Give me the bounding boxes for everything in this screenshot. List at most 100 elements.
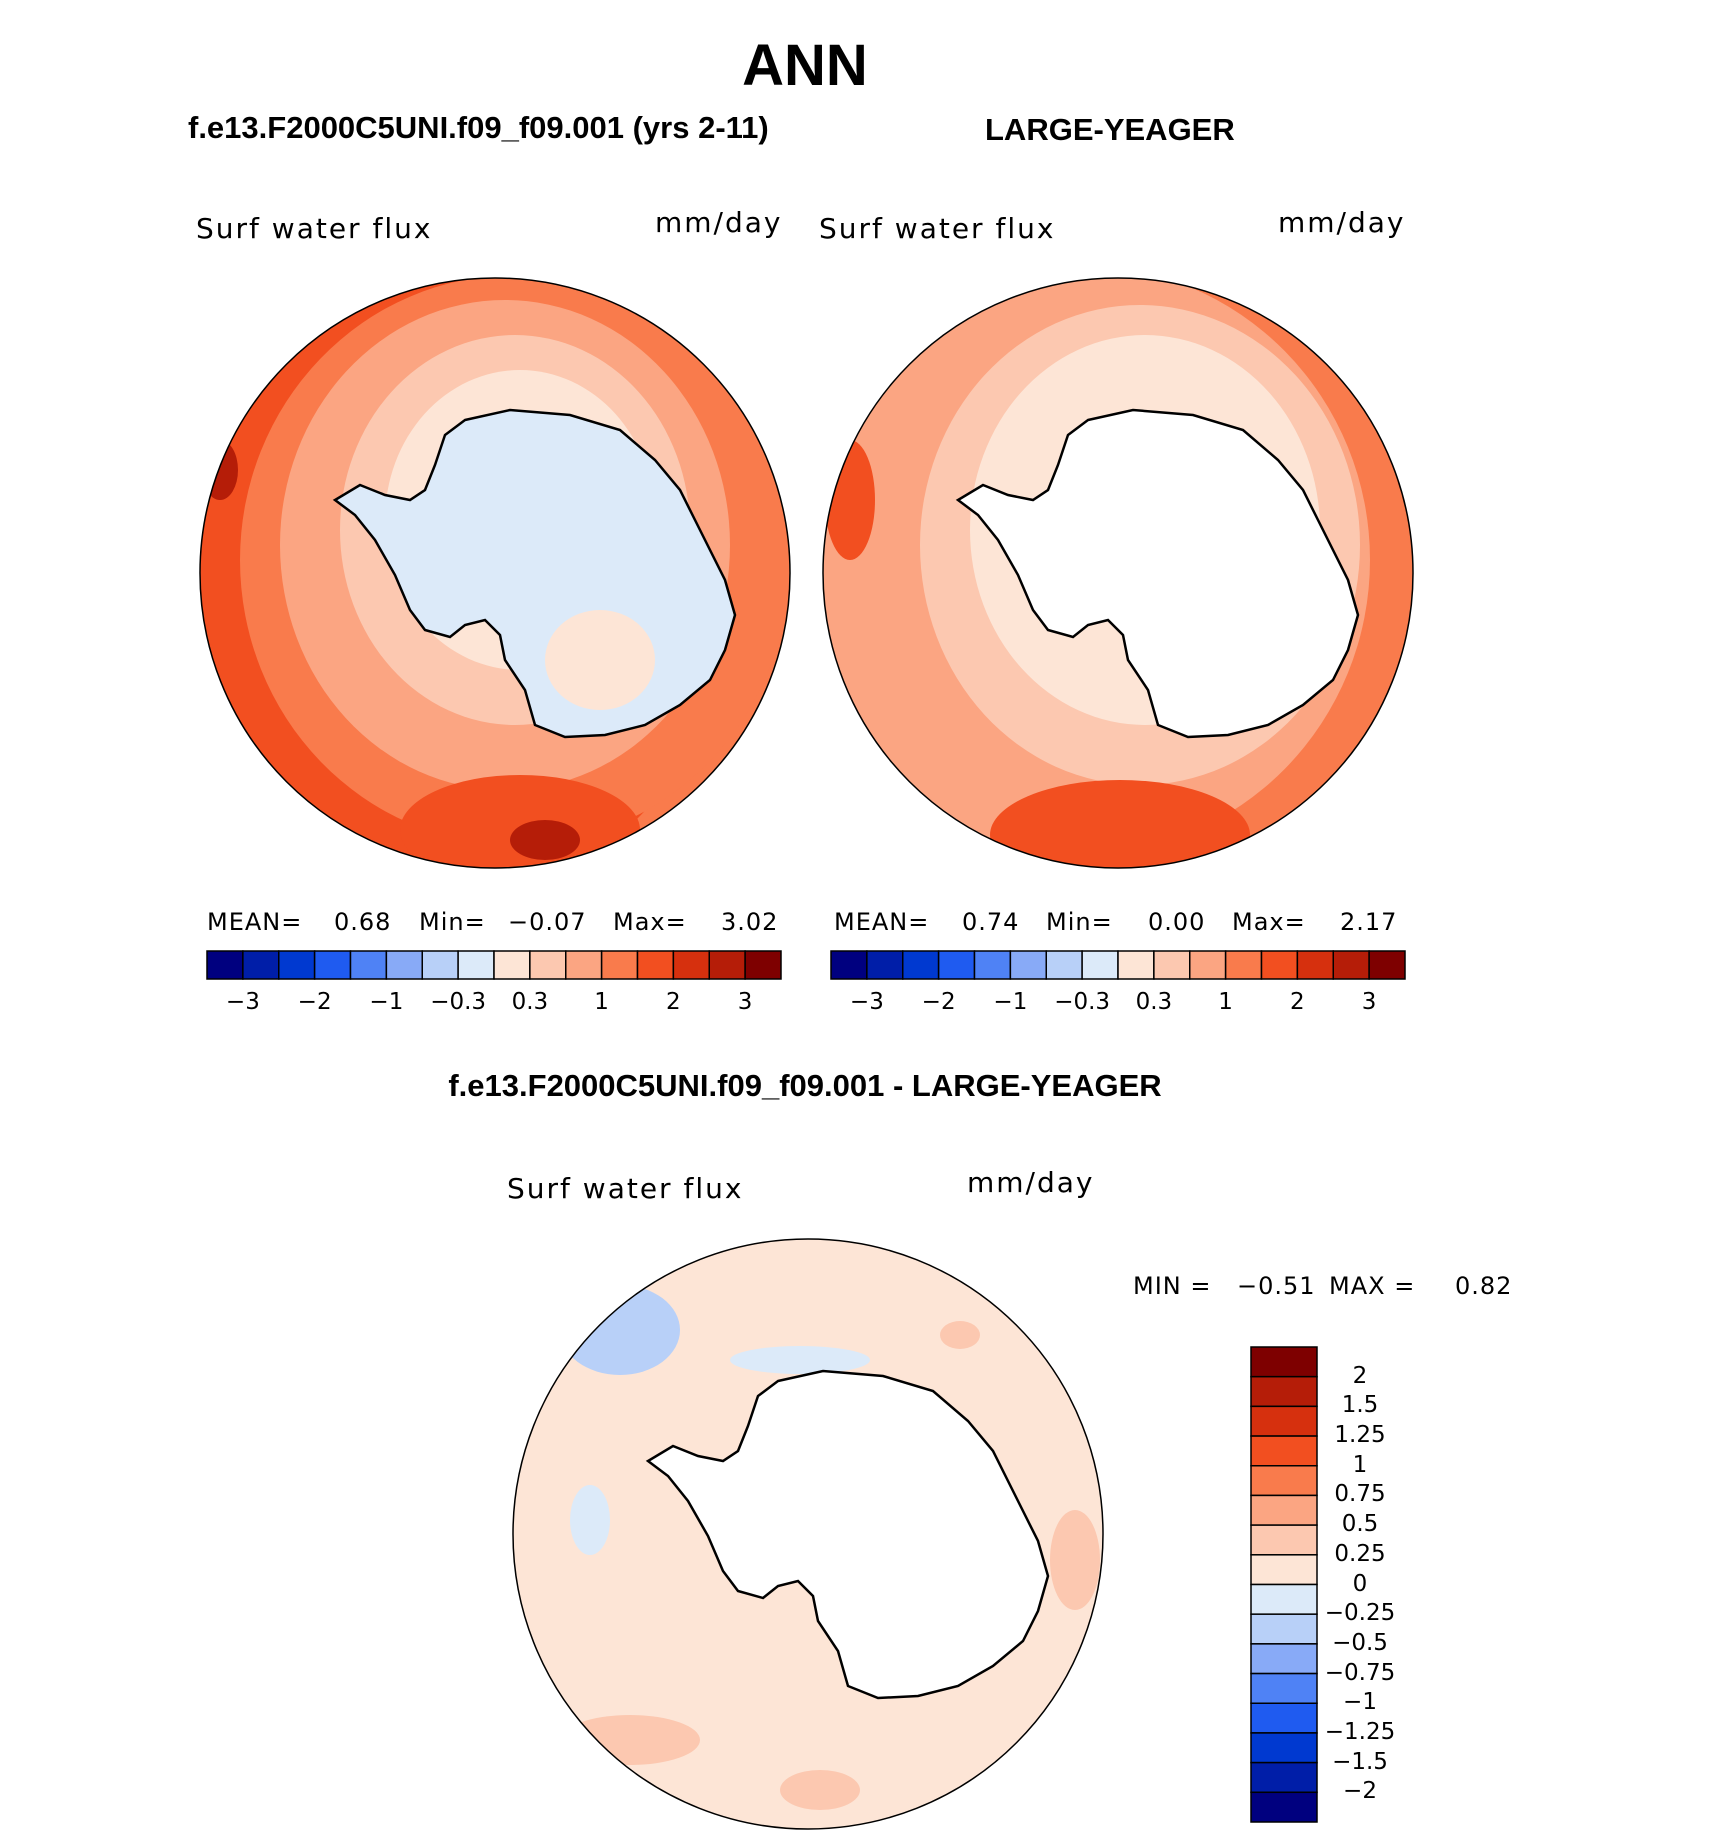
colorbar-swatch	[744, 950, 782, 980]
colorbar-diff	[1250, 1346, 1318, 1823]
colorbar-swatch	[1250, 1465, 1318, 1497]
panel1-mean: 0.68	[334, 908, 392, 936]
colorbar-swatch	[1250, 1791, 1318, 1823]
colorbar-swatch	[1250, 1672, 1318, 1704]
colorbar-tick-label: 1	[1352, 1451, 1368, 1478]
colorbar-swatch	[529, 950, 567, 980]
panel3-variable: Surf water flux	[507, 1172, 744, 1205]
colorbar-swatch	[1250, 1524, 1318, 1556]
panel1-min-label: Min=	[419, 908, 486, 936]
colorbar-swatch	[1250, 1375, 1318, 1408]
colorbar-tick-label: −0.75	[1324, 1659, 1396, 1686]
colorbar-tick-label: 0.25	[1334, 1540, 1386, 1567]
colorbar-tick-label: 1	[594, 989, 609, 1015]
right-case-title: LARGE-YEAGER	[985, 112, 1235, 147]
colorbar-swatch	[1045, 950, 1083, 980]
panel3-units: mm/day	[967, 1166, 1095, 1199]
panel2-max-label: Max=	[1232, 908, 1306, 936]
colorbar-tick-label: −1.25	[1324, 1718, 1396, 1745]
colorbar-tick-label: −3	[849, 989, 884, 1015]
colorbar-swatch	[457, 950, 495, 980]
colorbar-swatch	[1153, 950, 1191, 980]
panel2-units: mm/day	[1278, 206, 1406, 239]
colorbar-tick-label: −0.3	[430, 989, 487, 1015]
colorbar-swatch	[1250, 1554, 1318, 1586]
colorbar-tick-label: −1	[1343, 1689, 1377, 1716]
colorbar-swatch	[866, 950, 904, 980]
colorbar-tick-label: −1.5	[1332, 1748, 1388, 1775]
map-outline-obs	[822, 277, 1414, 869]
colorbar-tick-label: 1.25	[1334, 1422, 1386, 1449]
colorbar-swatch	[973, 950, 1012, 980]
colorbar-tick-label: 0.3	[511, 989, 549, 1015]
panel1-max: 3.02	[721, 908, 779, 936]
colorbar-swatch	[1081, 950, 1119, 980]
colorbar-swatch	[672, 950, 710, 980]
colorbar-tick-label: 3	[737, 989, 753, 1015]
colorbar-tick-label: −1	[369, 989, 404, 1015]
colorbar-swatch	[493, 950, 531, 980]
colorbar-tick-label: −2	[1343, 1778, 1377, 1805]
colorbar-model	[206, 950, 782, 980]
colorbar-swatch	[1250, 1702, 1318, 1734]
panel1-variable: Surf water flux	[196, 212, 433, 245]
colorbar-swatch	[1117, 950, 1155, 980]
colorbar-swatch	[1250, 1613, 1318, 1645]
colorbar-tick-label: 0.5	[1341, 1511, 1379, 1538]
difference-title: f.e13.F2000C5UNI.f09_f09.001 - LARGE-YEA…	[448, 1068, 1162, 1103]
colorbar-swatch	[1250, 1583, 1318, 1615]
panel1-min: −0.07	[508, 908, 587, 936]
panel2-min: 0.00	[1148, 908, 1206, 936]
colorbar-swatch	[1250, 1643, 1318, 1675]
colorbar-tick-label: 2	[1352, 1362, 1368, 1389]
colorbar-swatch	[565, 950, 603, 980]
panel3-min: −0.51	[1237, 1272, 1316, 1300]
colorbar-swatch	[600, 950, 639, 980]
colorbar-swatch	[1250, 1346, 1318, 1378]
colorbar-swatch	[937, 950, 976, 980]
map-panel-diff	[513, 1239, 1103, 1829]
colorbar-tick-label: 2	[666, 989, 681, 1015]
colorbar-swatch	[902, 950, 940, 980]
colorbar-swatch	[1250, 1435, 1318, 1467]
colorbar-tick-label: 0.3	[1135, 989, 1173, 1015]
colorbar-tick-label: 1.5	[1341, 1392, 1379, 1419]
colorbar-obs	[830, 950, 1406, 980]
colorbar-swatch	[385, 950, 423, 980]
colorbar-swatch	[708, 950, 746, 980]
colorbar-tick-label: 0	[1352, 1570, 1368, 1597]
colorbar-tick-label: −0.5	[1332, 1629, 1388, 1656]
map-outline-diff	[512, 1238, 1104, 1830]
panel3-min-label: MIN =	[1133, 1272, 1212, 1300]
panel1-units: mm/day	[655, 206, 783, 239]
colorbar-swatch	[421, 950, 459, 980]
colorbar-tick-label: −2	[297, 989, 332, 1015]
colorbar-swatch	[1189, 950, 1227, 980]
colorbar-tick-label: 2	[1290, 989, 1305, 1015]
colorbar-swatch	[636, 950, 675, 980]
colorbar-swatch	[1260, 950, 1299, 980]
colorbar-swatch	[349, 950, 388, 980]
colorbar-swatch	[242, 950, 280, 980]
colorbar-tick-label: −0.3	[1054, 989, 1111, 1015]
panel2-max: 2.17	[1340, 908, 1398, 936]
figure-title: ANN	[742, 33, 868, 98]
colorbar-swatch	[206, 950, 244, 980]
panel2-mean: 0.74	[962, 908, 1020, 936]
colorbar-swatch	[830, 950, 868, 980]
colorbar-swatch	[278, 950, 316, 980]
colorbar-tick-label: −0.25	[1324, 1600, 1396, 1627]
colorbar-swatch	[1250, 1732, 1318, 1764]
panel2-mean-label: MEAN=	[834, 908, 930, 936]
panel2-min-label: Min=	[1046, 908, 1113, 936]
colorbar-tick-label: 0.75	[1334, 1481, 1386, 1508]
panel1-max-label: Max=	[613, 908, 687, 936]
colorbar-tick-label: 1	[1218, 989, 1233, 1015]
colorbar-swatch	[1296, 950, 1334, 980]
colorbar-swatch	[313, 950, 352, 980]
colorbar-swatch	[1250, 1761, 1318, 1794]
colorbar-tick-label: −2	[921, 989, 956, 1015]
panel3-max: 0.82	[1455, 1272, 1513, 1300]
colorbar-swatch	[1009, 950, 1047, 980]
